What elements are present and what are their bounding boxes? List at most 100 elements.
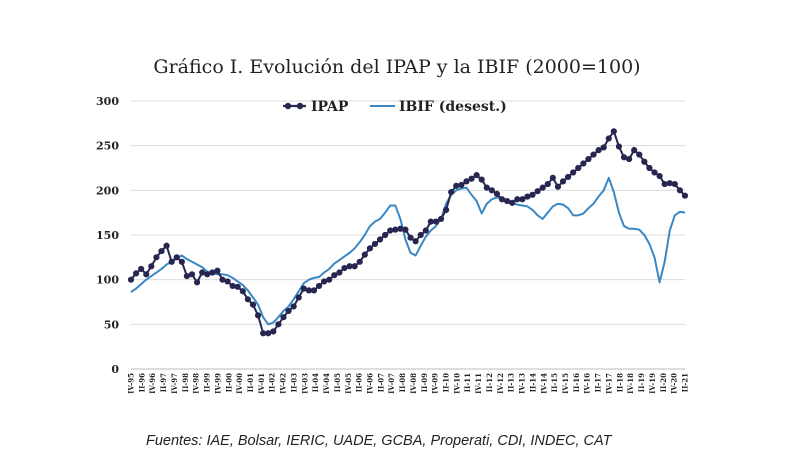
data-point-ipap — [260, 330, 267, 337]
y-tick-label: 200 — [96, 184, 119, 197]
legend-ibif-label: IBIF (desest.) — [399, 99, 507, 115]
data-point-ipap — [336, 269, 343, 276]
data-point-ipap — [443, 206, 450, 214]
data-point-ipap — [641, 158, 648, 165]
data-point-ipap — [346, 263, 353, 270]
x-tick-label: II-20 — [659, 373, 668, 392]
y-tick-label: 100 — [96, 274, 119, 287]
data-point-ipap — [132, 270, 140, 277]
data-point-ipap — [234, 283, 241, 290]
data-point-ipap — [270, 328, 277, 335]
data-point-ipap — [620, 154, 628, 161]
data-point-ipap — [656, 172, 663, 180]
x-tick-label: II-11 — [463, 373, 472, 392]
x-tick-label: IV-07 — [387, 373, 396, 394]
data-point-ipap — [661, 180, 668, 188]
data-point-ipap — [382, 231, 389, 239]
x-tick-label: IV-20 — [670, 373, 679, 394]
data-point-ipap — [600, 144, 607, 151]
x-tick-label: IV-99 — [213, 373, 222, 394]
x-tick-label: IV-16 — [583, 373, 592, 394]
data-point-ipap — [427, 218, 434, 225]
data-point-ipap — [300, 285, 307, 292]
legend-ipap-marker — [284, 102, 292, 110]
data-point-ipap — [183, 272, 191, 280]
x-tick-label: IV-96 — [148, 373, 157, 394]
x-tick-label: II-00 — [224, 373, 233, 392]
x-tick-label: II-04 — [311, 373, 320, 392]
data-point-ipap — [529, 191, 536, 198]
data-point-ipap — [138, 265, 145, 273]
data-point-ipap — [636, 151, 643, 158]
x-tick-label: II-21 — [681, 373, 690, 392]
data-point-ipap — [356, 258, 363, 265]
x-tick-label: II-07 — [376, 373, 385, 392]
data-point-ipap — [244, 296, 251, 303]
data-point-ipap — [361, 251, 368, 258]
data-point-ipap — [199, 269, 206, 276]
x-tick-label: IV-19 — [648, 373, 657, 394]
x-tick-label: II-08 — [398, 373, 407, 392]
x-tick-label: IV-10 — [452, 373, 461, 394]
series-line-ibif — [130, 176, 686, 326]
x-tick-label: II-01 — [246, 373, 255, 392]
data-point-ipap — [224, 278, 231, 285]
x-tick-label: IV-98 — [192, 373, 201, 394]
legend-ipap-label: IPAP — [311, 99, 349, 115]
y-tick-label: 250 — [96, 140, 119, 153]
data-point-ipap — [321, 278, 328, 285]
x-tick-label: IV-06 — [365, 373, 374, 394]
data-point-ipap — [631, 147, 638, 154]
data-point-ipap — [478, 176, 485, 183]
data-point-ipap — [524, 193, 531, 200]
data-point-ipap — [402, 226, 409, 233]
data-point-ipap — [285, 307, 292, 315]
data-point-ipap — [575, 164, 582, 172]
x-tick-label: IV-00 — [235, 373, 244, 394]
data-point-ipap — [570, 169, 577, 176]
x-tick-label: II-16 — [572, 373, 581, 392]
x-tick-label: II-13 — [507, 373, 516, 392]
data-point-ipap — [493, 190, 501, 198]
x-tick-label: IV-12 — [496, 373, 505, 394]
series-line-ipap — [130, 130, 686, 335]
data-point-ipap — [341, 264, 348, 272]
series-layer — [127, 128, 689, 337]
data-point-ipap — [412, 238, 419, 245]
x-tick-label: II-97 — [159, 373, 168, 392]
x-tick-label: IV-04 — [322, 373, 331, 394]
data-point-ipap — [249, 301, 257, 308]
x-tick-label: II-12 — [485, 373, 494, 392]
x-tick-label: II-03 — [289, 373, 298, 392]
data-point-ipap — [463, 178, 470, 185]
data-point-ipap — [437, 215, 445, 223]
x-tick-label: IV-08 — [409, 373, 418, 394]
data-point-ipap — [473, 172, 480, 179]
y-tick-label: 50 — [104, 318, 120, 331]
data-point-ipap — [509, 199, 516, 206]
x-tick-label: IV-09 — [431, 373, 440, 394]
data-point-ipap — [666, 180, 673, 187]
data-point-ipap — [229, 282, 236, 290]
data-point-ipap — [209, 269, 216, 276]
data-point-ipap — [376, 236, 384, 243]
data-point-ipap — [127, 276, 135, 283]
data-point-ipap — [498, 196, 506, 203]
data-point-ipap — [468, 175, 475, 182]
x-tick-label: II-17 — [594, 373, 603, 392]
x-tick-label: IV-05 — [344, 373, 353, 394]
data-point-ipap — [681, 192, 689, 199]
x-tick-label: IV-02 — [279, 373, 288, 394]
data-point-ipap — [458, 181, 465, 189]
data-point-ipap — [625, 155, 633, 163]
x-tick-label: IV-15 — [561, 373, 570, 394]
data-point-ipap — [305, 287, 312, 294]
x-tick-label: II-09 — [420, 373, 429, 392]
data-point-ipap — [153, 254, 160, 261]
x-tick-label: II-15 — [550, 373, 559, 392]
data-point-ipap — [265, 330, 272, 337]
data-point-ipap — [534, 188, 541, 195]
data-point-ipap — [595, 147, 602, 154]
data-point-ipap — [275, 321, 282, 328]
